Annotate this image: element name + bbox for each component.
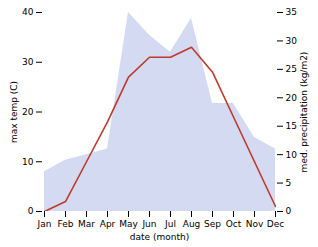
svg-text:Jun: Jun (141, 219, 156, 229)
svg-text:Apr: Apr (100, 219, 116, 229)
svg-text:0: 0 (286, 206, 292, 216)
svg-text:20: 20 (22, 107, 34, 117)
svg-text:10: 10 (286, 150, 298, 160)
svg-text:Mar: Mar (78, 219, 95, 229)
svg-text:Aug: Aug (183, 219, 201, 229)
svg-text:30: 30 (22, 57, 34, 67)
svg-text:Sep: Sep (204, 219, 221, 229)
svg-text:15: 15 (286, 121, 297, 131)
svg-text:date (month): date (month) (130, 232, 189, 242)
svg-text:Feb: Feb (58, 219, 74, 229)
svg-text:0: 0 (28, 206, 34, 216)
svg-text:May: May (119, 219, 138, 229)
svg-text:35: 35 (286, 7, 297, 17)
svg-text:Jan: Jan (37, 219, 52, 229)
svg-text:Dec: Dec (267, 219, 284, 229)
svg-text:20: 20 (286, 93, 298, 103)
svg-text:Oct: Oct (226, 219, 242, 229)
svg-text:med. precipitation (kg/m2): med. precipitation (kg/m2) (299, 52, 309, 173)
svg-text:10: 10 (22, 157, 34, 167)
svg-text:25: 25 (286, 64, 297, 74)
svg-text:30: 30 (286, 36, 298, 46)
svg-text:5: 5 (286, 178, 292, 188)
svg-text:40: 40 (22, 7, 34, 17)
svg-text:Jul: Jul (164, 219, 176, 229)
svg-text:Nov: Nov (246, 219, 264, 229)
svg-text:max temp (C): max temp (C) (9, 81, 19, 143)
